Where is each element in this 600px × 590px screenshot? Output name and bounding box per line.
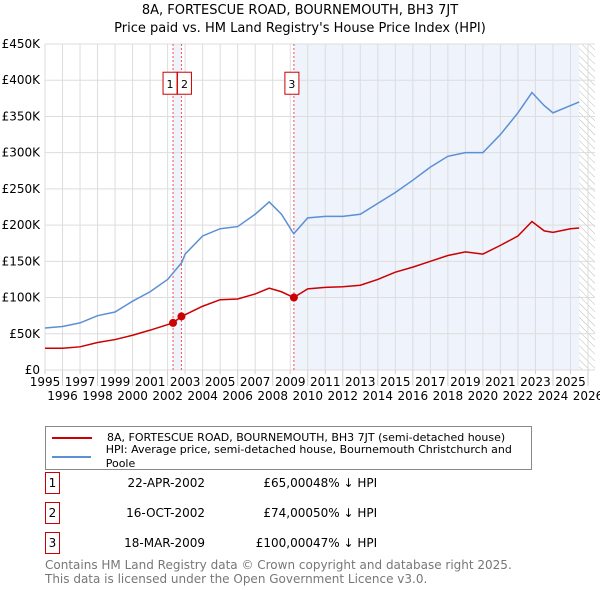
sale-price: £74,000 [263,506,313,520]
x-tick-label: 1995 [30,375,61,389]
sale-hpi-diff: 50% ↓ HPI [313,506,378,520]
y-tick-label: £450K [2,37,42,51]
x-tick-label: 2015 [380,375,411,389]
sale-label-box [284,71,300,95]
legend-property: 8A, FORTESCUE ROAD, BOURNEMOUTH, BH3 7JT… [107,431,506,444]
chart-subtitle: Price paid vs. HM Land Registry's House … [114,21,486,36]
y-tick-label: £0 [25,363,40,377]
sale-price: £65,000 [263,476,313,490]
y-tick-label: £150K [2,254,42,268]
x-tick-label: 2009 [275,375,306,389]
x-tick-label: 2010 [292,389,323,403]
x-tick-label: 2007 [240,375,271,389]
x-tick-label: 1996 [47,389,78,403]
x-tick-label: 2017 [415,375,446,389]
sale-number: 1 [45,472,60,494]
x-tick-label: 2012 [327,389,358,403]
x-tick-label: 2001 [135,375,166,389]
chart-title: 8A, FORTESCUE ROAD, BOURNEMOUTH, BH3 7JT [141,3,459,18]
x-tick-label: 2004 [187,389,218,403]
x-tick-label: 2002 [152,389,183,403]
x-tick-label: 1997 [65,375,96,389]
sale-hpi-diff: 48% ↓ HPI [313,476,378,490]
sale-label: 2 [181,78,188,91]
x-tick-label: 2014 [363,389,394,403]
sale-point [177,312,186,321]
x-tick-label: 2019 [450,375,481,389]
x-tick-label: 2005 [205,375,236,389]
sale-row: 2 16-OCT-2002 £74,000 50% ↓ HPI [45,502,445,524]
x-tick-label: 2025 [555,375,586,389]
sale-date: 22-APR-2002 [127,476,205,490]
x-tick-label: 2011 [310,375,341,389]
y-tick-label: £50K [9,327,41,341]
footer-line-1: Contains HM Land Registry data © Crown c… [45,558,512,572]
sale-label: 1 [167,78,174,91]
shaded-period [173,44,182,370]
legend-red-line [52,437,92,439]
sale-date: 18-MAR-2009 [124,536,205,550]
legend-blue-line [52,456,91,458]
sale-price: £100,000 [255,536,313,550]
x-tick-label: 1999 [100,375,131,389]
x-tick-label: 2013 [345,375,376,389]
x-tick-label: 2003 [170,375,201,389]
x-tick-label: 2021 [485,375,516,389]
sale-date: 16-OCT-2002 [126,506,205,520]
sale-hpi-diff: 47% ↓ HPI [313,536,378,550]
sale-row: 3 18-MAR-2009 £100,000 47% ↓ HPI [45,532,445,554]
hpi-line [44,91,580,329]
footer-line-2: This data is licensed under the Open Gov… [45,572,428,586]
y-tick-label: £100K [2,291,42,305]
x-tick-label: 2018 [433,389,464,403]
x-tick-label: 1998 [82,389,113,403]
x-tick-label: 2020 [468,389,499,403]
x-tick-label: 2006 [222,389,253,403]
x-tick-label: 2024 [538,389,569,403]
property-line [45,220,580,350]
x-tick-label: 2000 [117,389,148,403]
legend: 8A, FORTESCUE ROAD, BOURNEMOUTH, BH3 7JT… [45,426,532,470]
y-tick-label: £250K [2,182,42,196]
y-tick-label: £300K [2,146,42,160]
sale-label: 3 [288,78,295,91]
shaded-period [293,44,580,370]
x-tick-label: 2008 [257,389,288,403]
x-tick-label: 2026 [573,389,600,403]
x-tick-label: 2022 [503,389,534,403]
sale-number: 3 [45,532,60,554]
sale-row: 1 22-APR-2002 £65,000 48% ↓ HPI [45,472,445,494]
y-tick-label: £200K [2,218,42,232]
sale-point [289,293,298,302]
sale-point [169,318,178,327]
sale-number: 2 [45,502,60,524]
future-hatch [579,44,595,370]
sale-label-box [176,71,192,95]
x-tick-label: 2023 [520,375,551,389]
price-chart: 1995199619971998199920002001200220032004… [2,37,600,403]
legend-hpi: HPI: Average price, semi-detached house,… [105,443,512,470]
y-tick-label: £350K [2,109,42,123]
x-tick-label: 2016 [398,389,429,403]
y-tick-label: £400K [2,73,42,87]
